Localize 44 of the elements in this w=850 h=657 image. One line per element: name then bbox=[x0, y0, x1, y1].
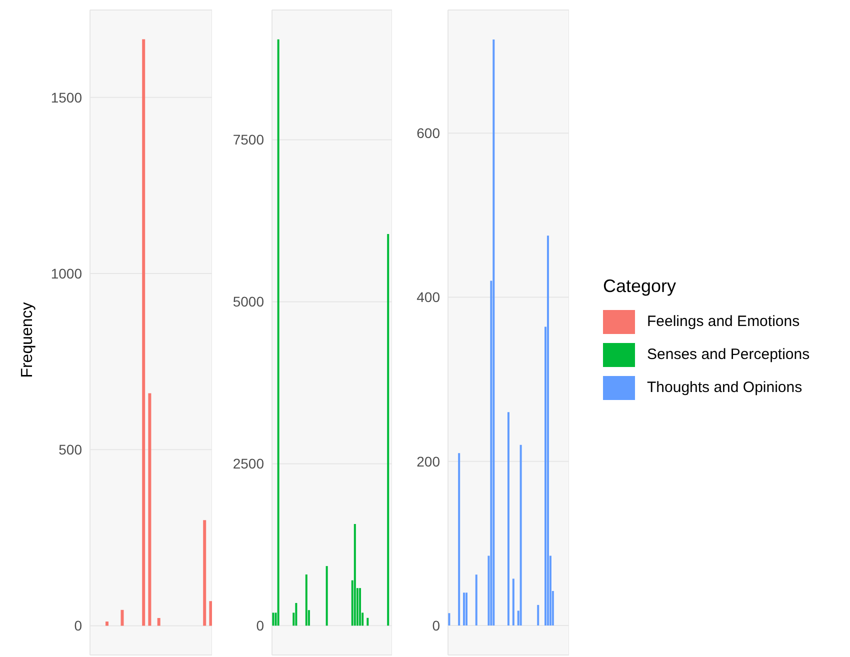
bar bbox=[492, 40, 495, 626]
y-tick-label: 1500 bbox=[50, 89, 82, 106]
y-tick-label: 0 bbox=[74, 618, 82, 634]
y-axis-title: Frequency bbox=[19, 302, 37, 378]
legend-label: Senses and Perceptions bbox=[647, 346, 810, 363]
bar bbox=[546, 236, 549, 626]
bar bbox=[120, 610, 124, 626]
y-tick-label: 600 bbox=[416, 125, 440, 142]
bar bbox=[465, 592, 468, 626]
bar bbox=[148, 393, 152, 626]
y-tick-label: 500 bbox=[58, 442, 82, 458]
bar bbox=[354, 524, 356, 626]
legend-label: Thoughts and Opinions bbox=[647, 379, 802, 396]
bar bbox=[157, 618, 160, 626]
bar bbox=[326, 566, 328, 626]
bar bbox=[203, 520, 206, 626]
y-tick-label: 400 bbox=[416, 289, 440, 306]
y-tick-label: 0 bbox=[432, 617, 440, 634]
legend-label: Feelings and Emotions bbox=[647, 313, 800, 330]
y-tick-label: 1000 bbox=[50, 265, 82, 282]
y-tick-label: 7500 bbox=[232, 132, 264, 148]
bar bbox=[458, 453, 460, 626]
bar bbox=[277, 39, 280, 626]
y-tick-label: 0 bbox=[256, 618, 264, 634]
y-tick-label: 5000 bbox=[232, 294, 264, 310]
bar bbox=[142, 39, 146, 626]
bar bbox=[359, 588, 362, 626]
y-tick-label: 200 bbox=[416, 453, 440, 470]
bar bbox=[537, 604, 540, 626]
bar bbox=[520, 444, 522, 626]
bar bbox=[463, 592, 466, 626]
bar bbox=[305, 574, 308, 626]
bar bbox=[448, 613, 450, 626]
bar bbox=[366, 618, 369, 626]
bar bbox=[272, 612, 274, 626]
bar bbox=[475, 574, 478, 626]
y-tick-label: 2500 bbox=[232, 456, 264, 472]
legend-title: Category bbox=[603, 276, 678, 297]
bar bbox=[387, 234, 390, 626]
bar bbox=[209, 601, 212, 626]
bar bbox=[512, 578, 514, 626]
bar bbox=[105, 622, 108, 626]
bar bbox=[295, 602, 298, 626]
bar bbox=[507, 412, 510, 626]
